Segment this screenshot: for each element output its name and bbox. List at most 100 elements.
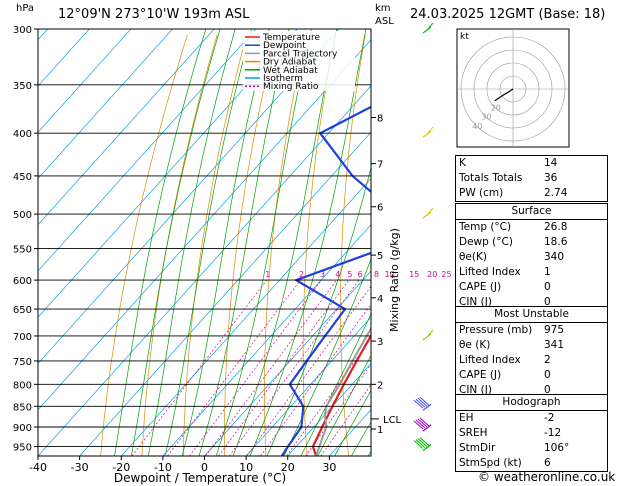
isotherm-line (38, 29, 90, 87)
row-value: 340 (544, 251, 565, 263)
y-tick-label: 600 (13, 276, 32, 287)
row-label: CAPE (J) (459, 281, 502, 293)
wet-adiabat-line (334, 389, 371, 456)
row-value: 36 (544, 172, 558, 184)
mixing-ratio-label: 2 (299, 270, 304, 279)
wet-adiabat-line (283, 258, 371, 456)
y-tick-label: 900 (13, 423, 32, 434)
mixing-ratio-label: 20 (427, 270, 437, 279)
wet-adiabat-line (317, 354, 371, 456)
isotherm-line (245, 316, 371, 456)
table-row: CIN (J) 0 (456, 295, 607, 310)
surface-rows: Temp (°C) 26.8 Dewp (°C) 18.6 θe(K) 340 Lifted… (456, 220, 607, 310)
surface-title: Surface (456, 204, 607, 220)
mixing-ratio-label: 3 (320, 270, 325, 279)
row-value: -2 (544, 412, 555, 424)
hodograph-ring-label: 30 (481, 113, 491, 122)
mixing-ratio-label: 5 (347, 270, 352, 279)
mixing-ratio-label: 1 (265, 270, 270, 279)
asl-label: ASL (375, 16, 394, 27)
mixing-ratio-label: 25 (441, 270, 451, 279)
hodograph-ring-label: 40 (472, 122, 482, 131)
wet-adiabat-line (147, 29, 236, 456)
row-label: Dewp (°C) (459, 236, 513, 248)
y-tick-label: 700 (13, 332, 32, 343)
row-value: 0 (544, 296, 551, 308)
y-tick-label: 300 (13, 25, 32, 36)
mixing-ratio-line (218, 279, 350, 456)
y-tick-label: 850 (13, 402, 32, 413)
row-value: 106° (544, 442, 570, 454)
table-row: CIN (J) 0 (456, 383, 607, 398)
row-label: Lifted Index (459, 266, 521, 278)
indices-rows: K 14 Totals Totals 36 PW (cm) 2.74 (456, 156, 607, 201)
hodograph-table-rows: EH -2 SREH -12 StmDir 106° StmSpd (kt) 6 (456, 411, 607, 471)
mixing-ratio-label: 6 (358, 270, 363, 279)
table-row: Dewp (°C) 18.6 (456, 235, 607, 250)
km-tick-label: 1 (377, 425, 383, 436)
isotherm-line (120, 177, 371, 456)
x-tick-label: 30 (322, 461, 336, 474)
x-tick-label: 20 (281, 461, 295, 474)
row-value: 14 (544, 157, 558, 169)
km-tick-label: 2 (377, 380, 383, 391)
legend-box (243, 31, 355, 91)
table-row: K 14 (456, 156, 607, 171)
hpa-label: hPa (16, 3, 35, 14)
km-tick-label: 8 (377, 113, 383, 124)
table-row: StmSpd (kt) 6 (456, 456, 607, 471)
y-tick-label: 650 (13, 305, 32, 316)
y-tick-label: 350 (13, 81, 32, 92)
legend-label: Parcel Trajectory (263, 49, 338, 59)
isotherm-line (38, 29, 173, 180)
dry-adiabat-line (100, 34, 188, 456)
x-tick-label: 0 (201, 461, 208, 474)
y-tick-label: 500 (13, 210, 32, 221)
wet-adiabat-line (181, 29, 270, 456)
isotherm-line (38, 29, 257, 272)
location-title: 12°09'N 273°10'W 193m ASL (58, 7, 250, 22)
wind-barb (422, 329, 434, 341)
row-value: -12 (544, 427, 562, 439)
legend-label: Wet Adiabat (263, 66, 318, 76)
wind-barb (413, 437, 432, 452)
table-row: Lifted Index 2 (456, 353, 607, 368)
legend-label: Dewpoint (263, 41, 306, 51)
wet-adiabat-line (300, 313, 371, 456)
isotherm-line (287, 362, 371, 456)
row-value: 0 (544, 369, 551, 381)
table-row: PW (cm) 2.74 (456, 186, 607, 201)
isotherm-line (38, 85, 371, 456)
row-label: Temp (°C) (459, 221, 512, 233)
most-unstable-panel: Most Unstable Pressure (mb) 975 θe (K) 341 L… (455, 306, 608, 399)
dry-adiabat-line (412, 35, 431, 456)
x-tick-label: -40 (29, 461, 47, 474)
hodograph-kt-label: kt (460, 32, 469, 42)
x-tick-label: -10 (154, 461, 172, 474)
isotherm-line (38, 39, 371, 411)
isotherm-line (38, 29, 340, 365)
isotherm-line (79, 131, 371, 456)
profile-temperature (311, 333, 371, 456)
km-tick-label: 3 (377, 337, 383, 348)
legend-label: Isotherm (263, 74, 303, 84)
y-tick-label: 550 (13, 245, 32, 256)
copyright: © weatheronline.co.uk (478, 470, 616, 484)
table-row: StmDir 106° (456, 441, 607, 456)
legend-label: Mixing Ratio (263, 82, 319, 92)
row-label: CAPE (J) (459, 369, 502, 381)
x-tick-label: -30 (71, 461, 89, 474)
isotherm-line (162, 224, 371, 456)
row-value: 1 (544, 266, 551, 278)
mixing-ratio-label: 10 (385, 270, 395, 279)
row-label: StmSpd (kt) (459, 457, 522, 469)
x-tick-label: -20 (112, 461, 130, 474)
row-value: 26.8 (544, 221, 568, 233)
x-axis-label: Dewpoint / Temperature (°C) (114, 471, 286, 485)
legend-label: Temperature (262, 33, 320, 43)
isotherm-line (38, 29, 215, 226)
table-row: Temp (°C) 26.8 (456, 220, 607, 235)
km-tick-label: 5 (377, 251, 383, 262)
row-label: Totals Totals (459, 172, 523, 184)
mixing-ratio-label: 4 (335, 270, 340, 279)
